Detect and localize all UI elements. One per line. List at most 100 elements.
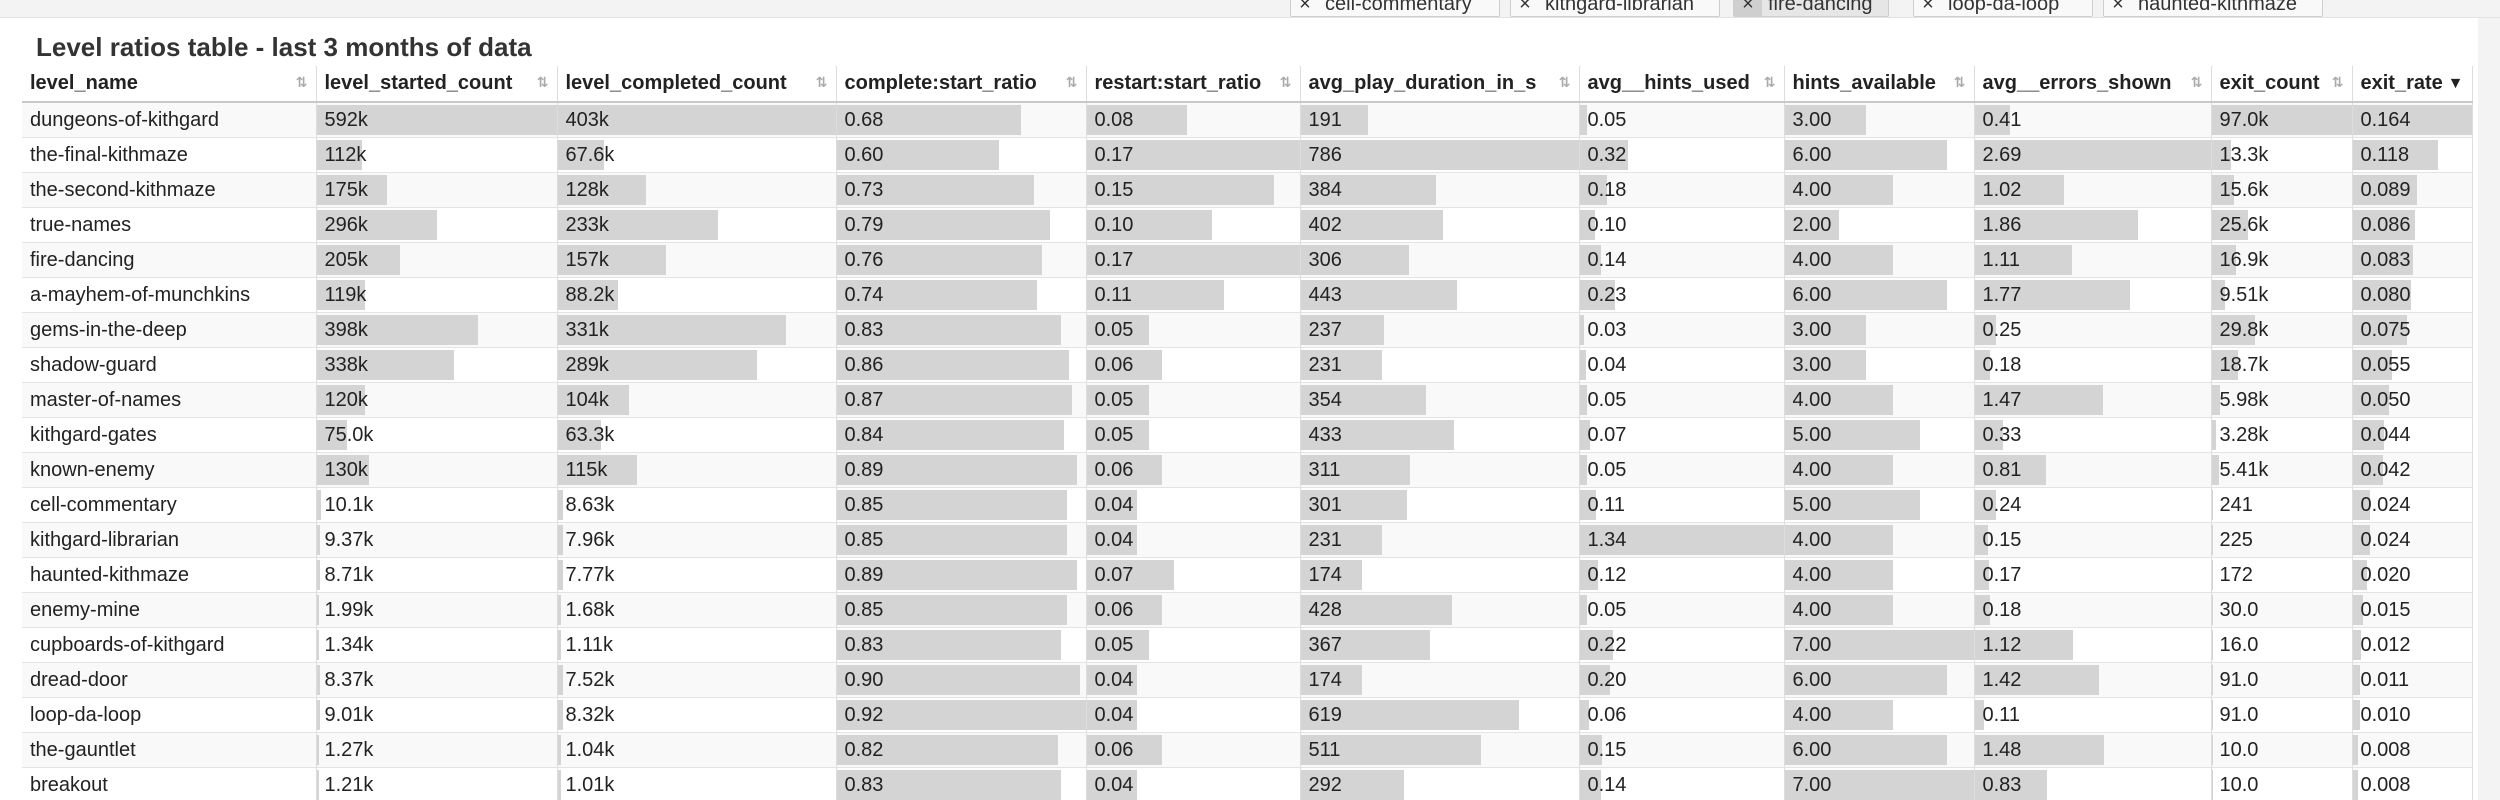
value-bar xyxy=(1784,560,1893,590)
scroll-rail[interactable] xyxy=(2476,18,2500,800)
column-header-level-name[interactable]: level_name ⇅ xyxy=(22,66,317,103)
value-cell: 0.33 xyxy=(1974,417,2212,453)
filter-tag[interactable]: × cell-commentary xyxy=(1290,0,1500,17)
remove-tag-icon[interactable]: × xyxy=(1922,0,1934,15)
cell-value: 115k xyxy=(565,459,608,481)
column-header-restart-start-ratio[interactable]: restart:start_ratio ⇅ xyxy=(1086,66,1301,103)
value-cell: 0.84 xyxy=(836,417,1087,453)
cell-value: 592k xyxy=(324,109,368,131)
cell-value: 0.086 xyxy=(2360,214,2411,236)
cell-value: 0.089 xyxy=(2360,179,2411,201)
cell-value: 428 xyxy=(1308,599,1342,621)
cell-value: 0.86 xyxy=(844,354,884,376)
value-cell: 0.05 xyxy=(1579,452,1785,488)
remove-tag-icon[interactable]: × xyxy=(1299,0,1311,15)
remove-tag-icon[interactable]: × xyxy=(1734,0,1762,16)
value-cell: 1.04k xyxy=(557,732,837,768)
table-row: the-gauntlet 1.27k 1.04k 0.82 0.06 511 0.15 6.0… xyxy=(22,732,2473,768)
table-row: dread-door 8.37k 7.52k 0.90 0.04 174 0.20 6.00 1… xyxy=(22,662,2473,698)
sort-icon[interactable]: ⇅ xyxy=(2331,74,2344,90)
sort-icon[interactable]: ⇅ xyxy=(1763,74,1776,90)
cell-value: 311 xyxy=(1308,459,1341,481)
value-bar xyxy=(2352,385,2389,415)
sort-icon[interactable]: ⇅ xyxy=(295,74,308,90)
table-row: master-of-names 120k 104k 0.87 0.05 354 0.05 4.… xyxy=(22,382,2473,418)
cell-value: 3.00 xyxy=(1792,109,1832,131)
value-cell: 296k xyxy=(316,207,558,243)
cell-value: 7.00 xyxy=(1792,774,1832,796)
column-header-avg-hints-used[interactable]: avg__hints_used ⇅ xyxy=(1579,66,1785,103)
value-cell: 0.15 xyxy=(1974,522,2212,558)
cell-value: 0.05 xyxy=(1587,109,1627,131)
sort-icon[interactable]: ⇅ xyxy=(815,74,828,90)
value-cell: 1.21k xyxy=(316,767,558,800)
sort-icon[interactable]: ⇅ xyxy=(1558,74,1571,90)
value-bar xyxy=(836,315,1062,345)
value-bar xyxy=(836,420,1064,450)
remove-tag-icon[interactable]: × xyxy=(1519,0,1531,15)
cell-value: 1.02 xyxy=(1982,179,2022,201)
value-bar xyxy=(1086,315,1150,345)
cell-value: 0.85 xyxy=(844,494,884,516)
sort-icon[interactable]: ⇅ xyxy=(1065,74,1078,90)
cell-value: 0.18 xyxy=(1587,179,1627,201)
cell-value: 0.74 xyxy=(844,284,884,306)
value-cell: 18.7k xyxy=(2211,347,2353,383)
value-cell: 1.11 xyxy=(1974,242,2212,278)
value-cell: 0.03 xyxy=(1579,312,1785,348)
column-header-label: avg_play_duration_in_s xyxy=(1308,72,1537,94)
value-bar xyxy=(2211,595,2214,625)
cell-value: 0.17 xyxy=(1094,249,1134,271)
filter-tag[interactable]: × haunted-kithmaze xyxy=(2103,0,2323,17)
cell-value: 511 xyxy=(1308,739,1341,761)
level-name-cell: gems-in-the-deep xyxy=(22,312,317,348)
value-cell: 0.086 xyxy=(2352,207,2473,243)
value-bar xyxy=(836,350,1070,380)
column-header-avg-errors-shown[interactable]: avg__errors_shown ⇅ xyxy=(1974,66,2212,103)
value-bar xyxy=(2211,245,2236,275)
value-bar xyxy=(1579,280,1615,310)
value-cell: 338k xyxy=(316,347,558,383)
value-cell: 0.15 xyxy=(1086,172,1301,208)
sort-icon[interactable]: ⇅ xyxy=(2190,74,2203,90)
sort-icon[interactable]: ⇅ xyxy=(1279,74,1292,90)
cell-value: 0.24 xyxy=(1982,494,2022,516)
value-cell: 241 xyxy=(2211,487,2353,523)
sort-desc-icon[interactable]: ▼ xyxy=(2447,75,2464,92)
remove-tag-icon[interactable]: × xyxy=(2112,0,2124,15)
column-header-hints-available[interactable]: hints_available ⇅ xyxy=(1784,66,1975,103)
value-cell: 0.118 xyxy=(2352,137,2473,173)
value-cell: 0.04 xyxy=(1086,522,1301,558)
value-bar xyxy=(1086,245,1299,275)
value-bar xyxy=(1086,385,1150,415)
value-cell: 231 xyxy=(1300,522,1580,558)
value-bar xyxy=(2352,595,2364,625)
cell-value: 5.00 xyxy=(1792,424,1832,446)
filter-tag[interactable]: × kithgard-librarian xyxy=(1510,0,1720,17)
value-bar xyxy=(316,525,321,555)
column-header-avg-play-duration-in-s[interactable]: avg_play_duration_in_s ⇅ xyxy=(1300,66,1580,103)
value-bar xyxy=(1784,595,1893,625)
value-cell: 0.06 xyxy=(1086,732,1301,768)
column-header-exit-count[interactable]: exit_count ⇅ xyxy=(2211,66,2353,103)
filter-tag[interactable]: × loop-da-loop xyxy=(1913,0,2093,17)
cell-value: 7.96k xyxy=(565,529,615,551)
sort-icon[interactable]: ⇅ xyxy=(536,74,549,90)
column-header-level-started-count[interactable]: level_started_count ⇅ xyxy=(316,66,558,103)
value-bar xyxy=(1974,735,2105,765)
filter-tag[interactable]: × fire-dancing xyxy=(1733,0,1889,17)
table-row: cell-commentary 10.1k 8.63k 0.85 0.04 301 0.11… xyxy=(22,487,2473,523)
level-ratios-table: level_name ⇅ level_started_count ⇅ level_com… xyxy=(22,66,2473,800)
value-bar xyxy=(836,385,1072,415)
column-header-level-completed-count[interactable]: level_completed_count ⇅ xyxy=(557,66,837,103)
value-cell: 0.86 xyxy=(836,347,1087,383)
column-header-exit-rate[interactable]: exit_rate ▼ xyxy=(2352,66,2473,103)
level-name-cell: a-mayhem-of-munchkins xyxy=(22,277,317,313)
column-header-complete-start-ratio[interactable]: complete:start_ratio ⇅ xyxy=(836,66,1087,103)
value-cell: 1.27k xyxy=(316,732,558,768)
sort-icon[interactable]: ⇅ xyxy=(1953,74,1966,90)
value-cell: 443 xyxy=(1300,277,1580,313)
cell-value: 75.0k xyxy=(324,424,374,446)
value-bar xyxy=(836,560,1078,590)
cell-value: 0.04 xyxy=(1587,354,1627,376)
